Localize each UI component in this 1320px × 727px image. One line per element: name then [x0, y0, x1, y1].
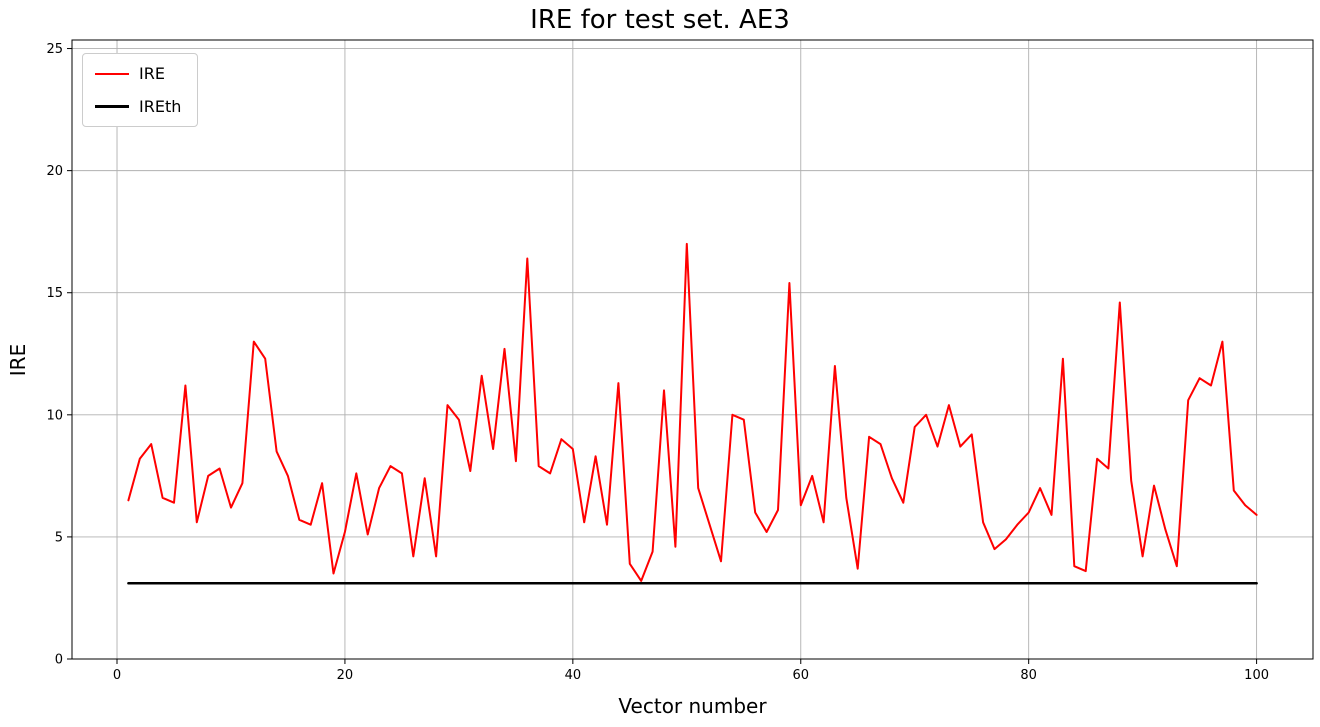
y-tick-label: 20: [46, 164, 63, 179]
y-tick-label: 5: [55, 530, 63, 545]
ireth-line-sample-icon: [95, 105, 129, 108]
y-tick-label: 10: [46, 408, 63, 423]
legend-label-ire: IRE: [139, 64, 165, 83]
x-tick-label: 40: [565, 668, 582, 683]
legend: IRE IREth: [82, 53, 199, 127]
x-tick-label: 20: [337, 668, 354, 683]
x-tick-label: 80: [1020, 668, 1037, 683]
ire-line-sample-icon: [95, 72, 129, 75]
plot-border: [71, 39, 1314, 660]
x-tick-label: 60: [792, 668, 809, 683]
legend-item-ire: IRE: [95, 64, 181, 83]
chart-title: IRE for test set. AE3: [530, 5, 790, 35]
x-tick-label: 0: [113, 668, 121, 683]
legend-label-ireth: IREth: [139, 97, 182, 116]
y-tick-label: 25: [46, 42, 63, 57]
ire-line: [127, 242, 1258, 582]
x-axis-label: Vector number: [618, 694, 767, 718]
x-tick-label: 100: [1244, 668, 1269, 683]
y-tick-label: 0: [55, 653, 63, 668]
y-tick-label: 15: [46, 286, 63, 301]
legend-item-ireth: IREth: [95, 97, 181, 116]
